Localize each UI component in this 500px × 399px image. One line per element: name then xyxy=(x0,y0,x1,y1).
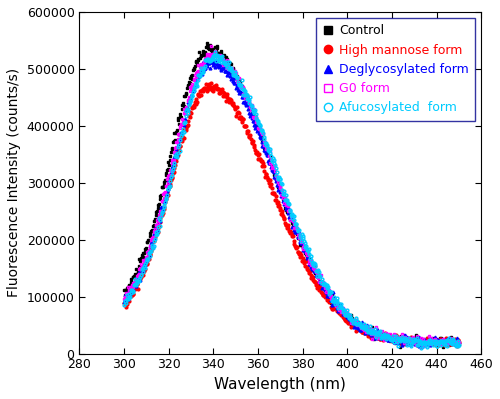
X-axis label: Wavelength (nm): Wavelength (nm) xyxy=(214,377,346,392)
Y-axis label: Fluorescence Intensity (counts/s): Fluorescence Intensity (counts/s) xyxy=(7,68,21,297)
Legend: Control, High mannose form, Deglycosylated form, G0 form, Afucosylated  form: Control, High mannose form, Deglycosylat… xyxy=(316,18,475,120)
